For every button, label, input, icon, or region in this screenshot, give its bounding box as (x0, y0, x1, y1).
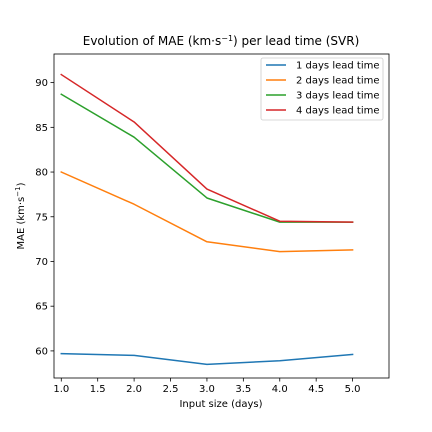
y-tick-label: 60 (35, 346, 48, 357)
plot-area: 1.0 1.5 2.0 2.5 3.0 3.5 4.0 4.5 5.0 60 65 70 75 80 85… (35, 53, 390, 395)
x-tick-label: 1.0 (53, 384, 69, 395)
chart-title: Evolution of MAE (km·s−1) per lead time … (83, 34, 360, 49)
y-tick-label: 70 (35, 257, 48, 268)
legend: 1 days lead time 2 days lead time 3 days l… (260, 57, 384, 121)
plot-frame (53, 53, 390, 379)
y-tick-label: 90 (35, 78, 48, 89)
x-tick-label: 4.0 (272, 384, 288, 395)
series-line-2 (60, 171, 354, 253)
legend-entry-label: 1 days lead time (296, 61, 380, 72)
x-tick-label: 2.5 (163, 384, 179, 395)
legend-box (260, 57, 384, 121)
x-tick-label: 4.5 (308, 384, 324, 395)
legend-entry-label: 4 days lead time (296, 106, 380, 117)
y-tick-label: 80 (35, 168, 48, 179)
y-axis: 60 65 70 75 80 85 90 (35, 78, 54, 357)
y-tick-label: 65 (35, 302, 48, 313)
series-lines (60, 73, 354, 366)
series-line-1 (60, 352, 354, 366)
legend-entry-label: 3 days lead time (296, 91, 380, 102)
x-tick-label: 3.5 (235, 384, 251, 395)
y-axis-label: MAE (km·s−1) (14, 182, 27, 249)
x-axis: 1.0 1.5 2.0 2.5 3.0 3.5 4.0 4.5 5.0 (53, 378, 361, 395)
x-tick-label: 2.0 (126, 384, 142, 395)
legend-entry-label: 2 days lead time (296, 76, 380, 87)
y-tick-label: 85 (35, 123, 48, 134)
x-tick-label: 1.5 (90, 384, 106, 395)
y-tick-label: 75 (35, 212, 48, 223)
x-axis-label: Input size (days) (179, 399, 262, 410)
x-tick-label: 3.0 (199, 384, 215, 395)
x-tick-label: 5.0 (345, 384, 361, 395)
series-line-4 (60, 73, 354, 223)
